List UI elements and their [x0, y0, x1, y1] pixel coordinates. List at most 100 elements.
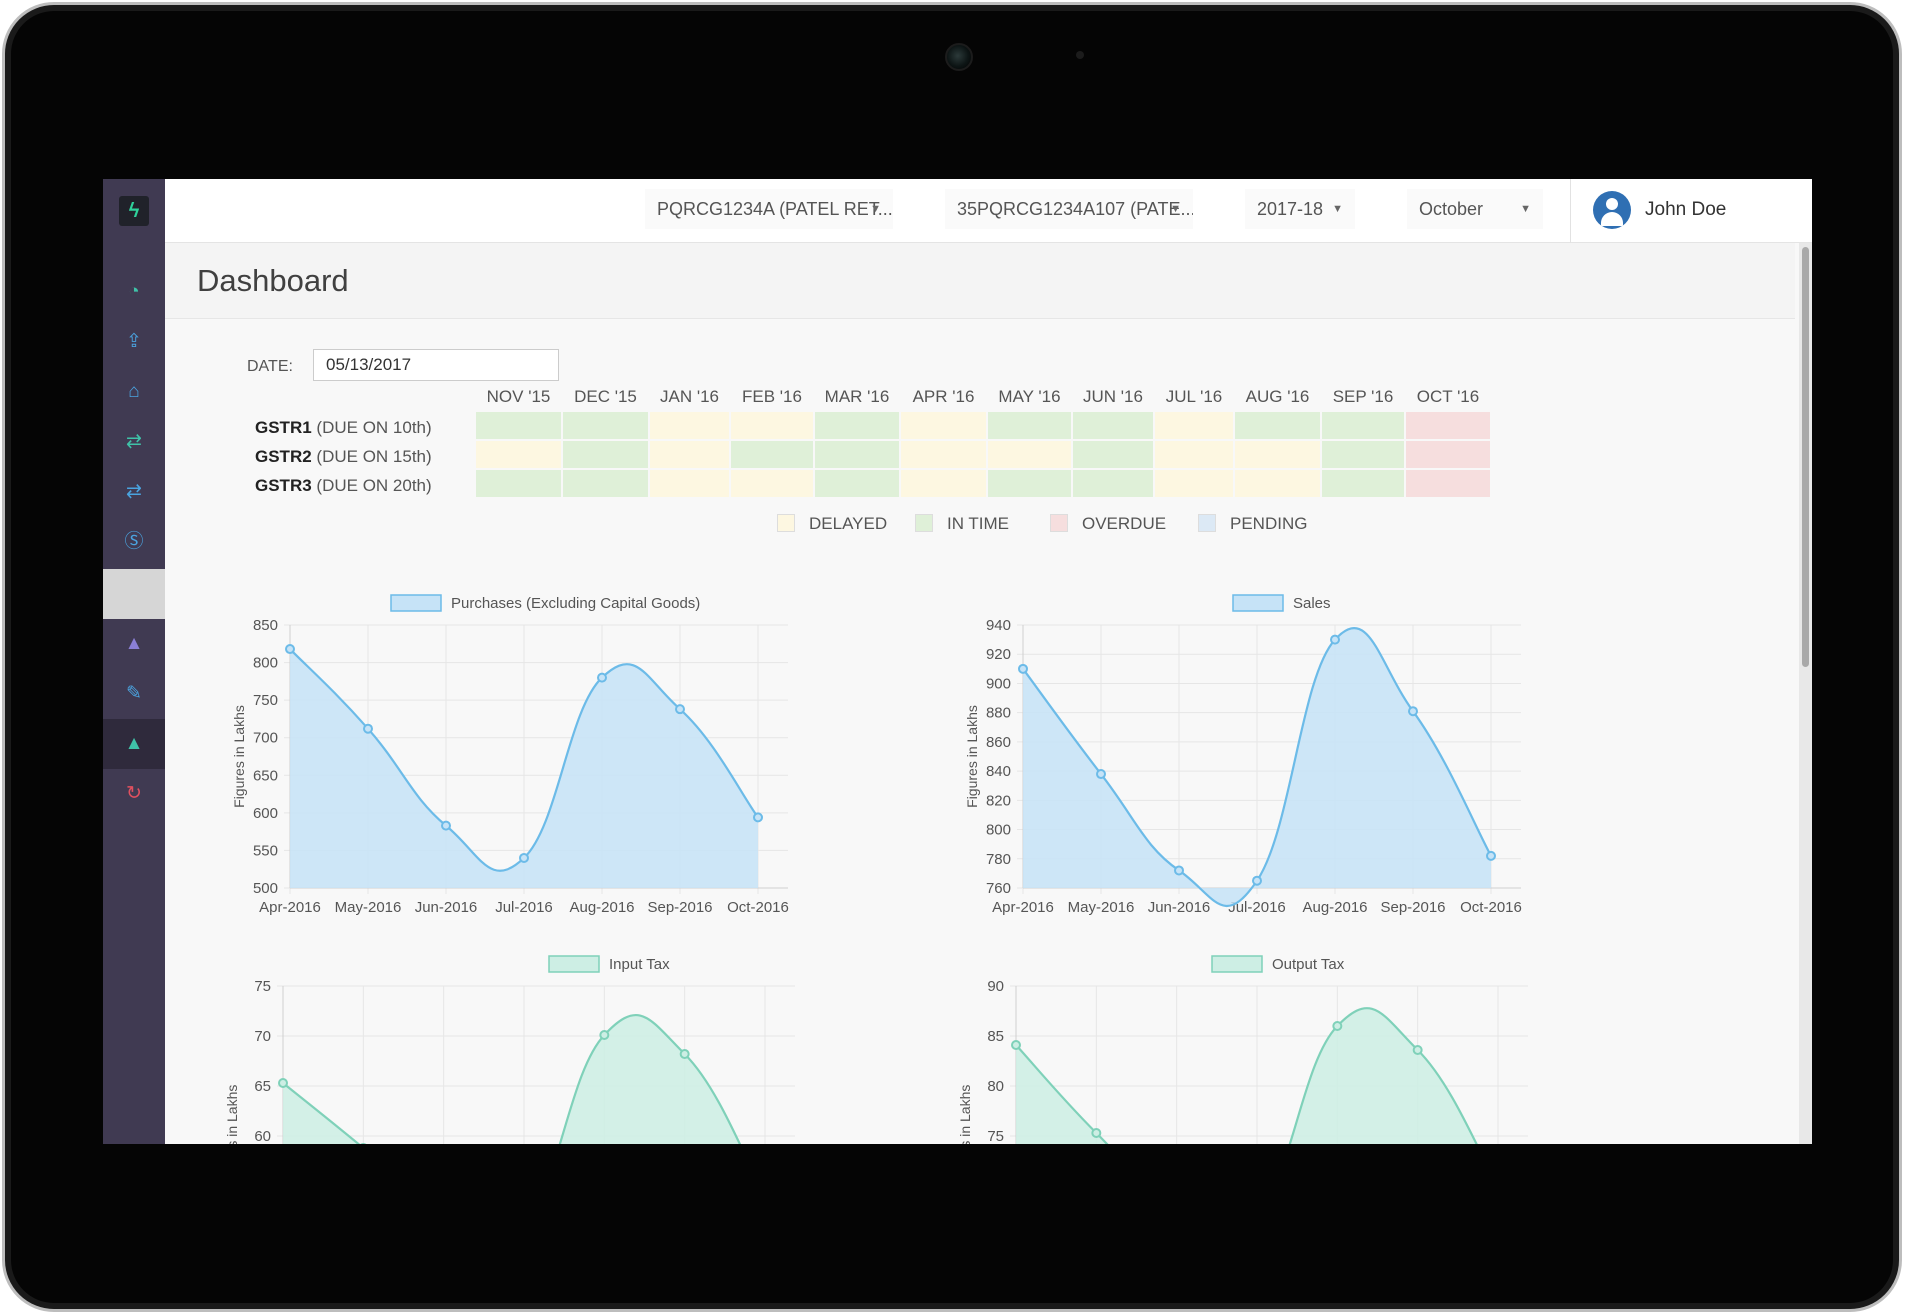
user-name[interactable]: John Doe: [1645, 199, 1727, 220]
reconcile-icon[interactable]: ⇄: [126, 431, 142, 452]
data-point: [675, 704, 685, 715]
status-cell-in_time[interactable]: [1235, 412, 1320, 439]
data-point: [1011, 1040, 1021, 1050]
data-point: [1486, 850, 1496, 861]
status-cell-delayed[interactable]: [901, 441, 986, 468]
status-cell-in_time[interactable]: [563, 441, 648, 468]
x-tick-label: Jul-2016: [1228, 899, 1286, 916]
status-cell-in_time[interactable]: [815, 412, 899, 439]
y-tick-label: 70: [254, 1028, 271, 1045]
status-cell-delayed[interactable]: [901, 412, 986, 439]
x-tick-label: May-2016: [1068, 899, 1135, 916]
y-tick-label: 850: [253, 617, 278, 634]
month-header: FEB '16: [742, 387, 802, 406]
legend-item-delayed: DELAYED: [777, 514, 887, 534]
legend-item-in_time: IN TIME: [915, 514, 1009, 534]
y-tick-label: 600: [253, 805, 278, 822]
x-tick-label: Apr-2016: [992, 899, 1054, 916]
y-tick-label: 75: [254, 978, 271, 995]
status-cell-delayed[interactable]: [650, 470, 729, 497]
upload-icon[interactable]: ⇪: [126, 331, 142, 352]
status-cell-delayed[interactable]: [731, 470, 813, 497]
status-cell-in_time[interactable]: [988, 412, 1071, 439]
month-header: APR '16: [912, 387, 975, 406]
y-tick-label: 700: [253, 730, 278, 747]
date-input[interactable]: [313, 349, 559, 381]
y-tick-label: 920: [986, 646, 1011, 663]
return-name: GSTR1: [255, 418, 312, 437]
status-cell-delayed[interactable]: [650, 441, 729, 468]
status-cell-delayed[interactable]: [1155, 412, 1233, 439]
scrollbar-thumb[interactable]: [1802, 247, 1809, 667]
status-cell-in_time[interactable]: [1073, 441, 1153, 468]
y-tick-label: 650: [253, 767, 278, 784]
status-cell-in_time[interactable]: [815, 470, 899, 497]
series-area: [1023, 628, 1491, 906]
x-tick-label: Jun-2016: [1148, 899, 1211, 916]
main-content: Dashboard DATE: NOV '15 DEC '15 JAN '16 FEB…: [165, 243, 1795, 1144]
status-cell-delayed[interactable]: [1235, 470, 1320, 497]
user-avatar-icon[interactable]: [1593, 191, 1631, 229]
status-cell-delayed[interactable]: [1155, 441, 1233, 468]
return-due-date: (DUE ON 10th): [311, 418, 432, 437]
y-tick-label: 85: [987, 1028, 1004, 1045]
x-tick-label: Apr-2016: [259, 899, 321, 916]
month-header: OCT '16: [1416, 387, 1480, 406]
user-icon[interactable]: ▲: [124, 633, 144, 654]
chevron-down-icon: ▼: [1332, 203, 1343, 215]
status-cell-in_time[interactable]: [988, 470, 1071, 497]
status-cell-in_time[interactable]: [1073, 470, 1153, 497]
status-cell-delayed[interactable]: [650, 412, 729, 439]
y-tick-label: 80: [987, 1078, 1004, 1095]
status-cell-in_time[interactable]: [476, 412, 561, 439]
status-cell-delayed[interactable]: [476, 441, 561, 468]
status-cell-delayed[interactable]: [1155, 470, 1233, 497]
status-cell-in_time[interactable]: [1073, 412, 1153, 439]
month-header: AUG '16: [1245, 387, 1310, 406]
status-cell-in_time[interactable]: [476, 470, 561, 497]
status-cell-overdue[interactable]: [1406, 470, 1490, 497]
month-select[interactable]: October ▼: [1407, 189, 1543, 229]
edit-pencil-icon[interactable]: ✎: [126, 683, 142, 704]
status-cell-in_time[interactable]: [1322, 412, 1404, 439]
payment-icon[interactable]: Ⓢ: [124, 531, 144, 552]
data-point: [597, 672, 607, 683]
status-cell-in_time[interactable]: [1322, 470, 1404, 497]
status-cell-delayed[interactable]: [988, 441, 1071, 468]
data-point: [519, 852, 529, 863]
y-tick-label: 880: [986, 705, 1011, 722]
series-area: [1016, 1008, 1477, 1144]
status-cell-in_time[interactable]: [731, 441, 813, 468]
status-cell-in_time[interactable]: [815, 441, 899, 468]
app-logo-icon[interactable]: ϟ: [119, 196, 149, 226]
status-cell-overdue[interactable]: [1406, 441, 1490, 468]
status-cell-in_time[interactable]: [563, 412, 648, 439]
legend-swatch: [1198, 514, 1216, 532]
legend-label: PENDING: [1230, 514, 1308, 533]
bank-icon[interactable]: ⌂: [128, 381, 140, 402]
status-cell-delayed[interactable]: [731, 412, 813, 439]
refresh-icon[interactable]: ↻: [126, 783, 142, 804]
data-point: [1091, 1128, 1102, 1138]
status-cell-in_time[interactable]: [1322, 441, 1404, 468]
gstin-select[interactable]: 35PQRCG1234A107 (PATE... ▼: [945, 189, 1193, 229]
avatar-body: [1601, 212, 1623, 226]
status-cell-delayed[interactable]: [901, 470, 986, 497]
vertical-scrollbar[interactable]: [1799, 243, 1812, 1144]
page-header: Dashboard: [165, 243, 1795, 319]
sync-icon[interactable]: ⇄: [126, 481, 142, 502]
y-tick-label: 550: [253, 842, 278, 859]
return-due-date: (DUE ON 15th): [311, 447, 432, 466]
status-cell-in_time[interactable]: [563, 470, 648, 497]
dashboard-gauge-icon[interactable]: ◔: [128, 281, 140, 302]
year-select[interactable]: 2017-18 ▼: [1245, 189, 1355, 229]
return-row-label: GSTR2 (DUE ON 15th): [255, 447, 432, 467]
return-row-label: GSTR3 (DUE ON 20th): [255, 476, 432, 496]
avatar-head: [1606, 198, 1618, 210]
status-cell-delayed[interactable]: [1235, 441, 1320, 468]
taxpayer-select[interactable]: PQRCG1234A (PATEL RET... ▼: [645, 189, 893, 229]
y-tick-label: 90: [987, 978, 1004, 995]
status-cell-overdue[interactable]: [1406, 412, 1490, 439]
x-tick-label: Sep-2016: [1380, 899, 1445, 916]
profile-icon[interactable]: ▲: [103, 719, 165, 769]
